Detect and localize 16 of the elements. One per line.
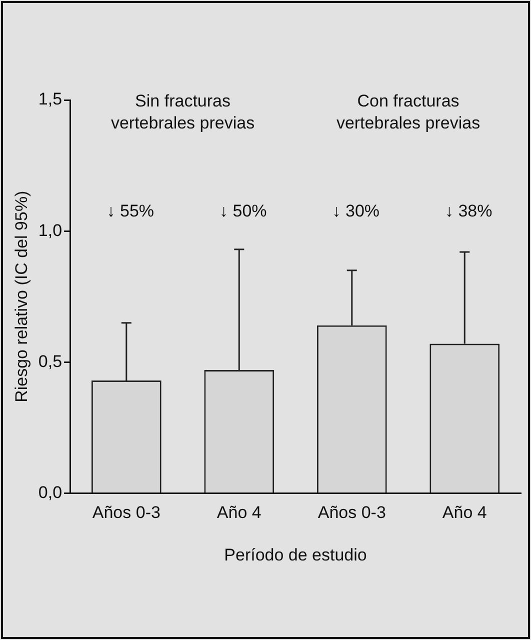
x-tick-label: Años 0-3	[92, 503, 160, 522]
annotation: ↓ 50%	[220, 202, 267, 221]
annotation: Con fracturas vertebrales previas	[336, 92, 480, 133]
x-axis-title: Período de estudio	[224, 545, 367, 564]
y-tick-label: 0,5	[38, 352, 62, 371]
annotation: ↓ 30%	[332, 202, 380, 221]
y-axis-title: Riesgo relativo (IC del 95%)	[12, 190, 31, 402]
x-tick-label: Año 4	[442, 503, 487, 522]
x-tick-label: Años 0-3	[318, 503, 386, 522]
y-tick-label: 1,5	[38, 90, 62, 109]
annotation: ↓ 38%	[445, 202, 492, 221]
annotation: ↓ 55%	[106, 202, 154, 221]
annotation: Sin fracturas vertebrales previas	[110, 92, 255, 133]
x-tick-label: Año 4	[216, 503, 262, 522]
y-tick-label: 0,0	[38, 482, 62, 502]
y-tick-label: 1,0	[38, 220, 62, 240]
